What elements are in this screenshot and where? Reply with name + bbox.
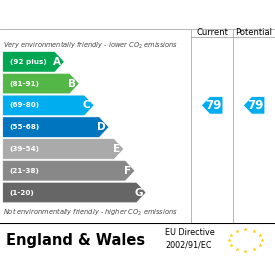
Polygon shape: [243, 97, 265, 114]
Polygon shape: [3, 95, 94, 116]
Polygon shape: [3, 160, 135, 181]
Text: D: D: [97, 122, 106, 132]
Text: B: B: [68, 79, 76, 88]
Text: G: G: [134, 188, 143, 198]
Text: (69-80): (69-80): [10, 102, 40, 108]
Text: Very environmentally friendly - lower CO$_2$ emissions: Very environmentally friendly - lower CO…: [3, 39, 178, 51]
Text: England & Wales: England & Wales: [6, 233, 145, 248]
Text: Not environmentally friendly - higher CO$_2$ emissions: Not environmentally friendly - higher CO…: [3, 207, 177, 218]
Polygon shape: [3, 117, 109, 138]
Text: 79: 79: [248, 99, 264, 112]
Text: (39-54): (39-54): [10, 146, 40, 152]
Text: Environmental Impact (CO$_2$) Rating: Environmental Impact (CO$_2$) Rating: [11, 6, 264, 23]
Polygon shape: [3, 139, 124, 159]
Text: (55-68): (55-68): [10, 124, 40, 130]
Text: F: F: [124, 166, 131, 176]
Text: Current: Current: [196, 28, 228, 37]
Polygon shape: [3, 73, 79, 94]
Text: (81-91): (81-91): [10, 80, 40, 87]
Text: Potential: Potential: [236, 28, 273, 37]
Text: 79: 79: [206, 99, 222, 112]
Text: C: C: [83, 100, 90, 110]
Polygon shape: [201, 97, 223, 114]
Text: (92 plus): (92 plus): [10, 59, 46, 65]
Polygon shape: [3, 52, 64, 72]
Text: (1-20): (1-20): [10, 190, 34, 196]
Text: A: A: [53, 57, 61, 67]
Polygon shape: [3, 182, 146, 203]
Text: EU Directive
2002/91/EC: EU Directive 2002/91/EC: [165, 228, 215, 249]
Text: (21-38): (21-38): [10, 168, 40, 174]
Text: E: E: [113, 144, 120, 154]
